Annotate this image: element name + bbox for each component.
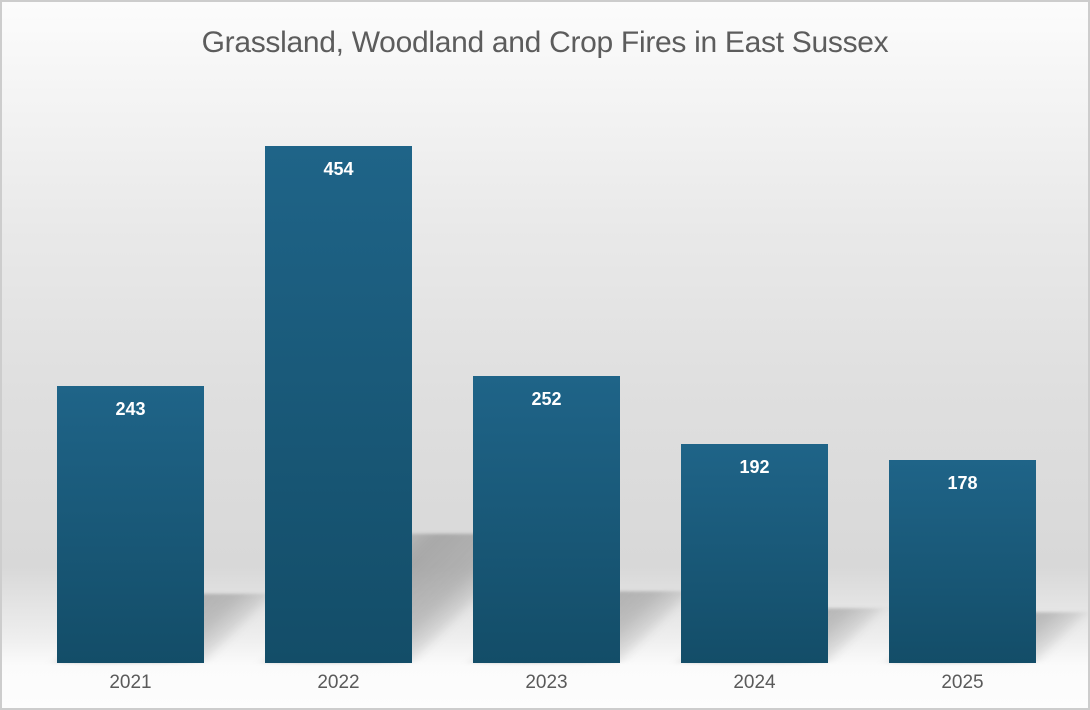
- x-axis-label: 2022: [317, 672, 360, 693]
- bar-value-label: 178: [947, 473, 978, 493]
- bar-2021: 243: [57, 386, 204, 663]
- bar-value-label: 252: [531, 389, 562, 409]
- x-axis-label: 2023: [525, 672, 568, 693]
- bar-2023: 252: [473, 376, 620, 663]
- x-axis-label: 2024: [733, 672, 776, 693]
- bar-2024: 192: [681, 444, 828, 663]
- x-axis-label: 2021: [109, 672, 152, 693]
- bar-value-label: 192: [739, 457, 770, 477]
- x-axis-label: 2025: [941, 672, 984, 693]
- bar-value-label: 243: [115, 399, 146, 419]
- bar-value-label: 454: [323, 159, 354, 179]
- bar-2025: 178: [889, 460, 1036, 663]
- bar-2022: 454: [265, 146, 412, 663]
- chart-title: Grassland, Woodland and Crop Fires in Ea…: [201, 26, 889, 59]
